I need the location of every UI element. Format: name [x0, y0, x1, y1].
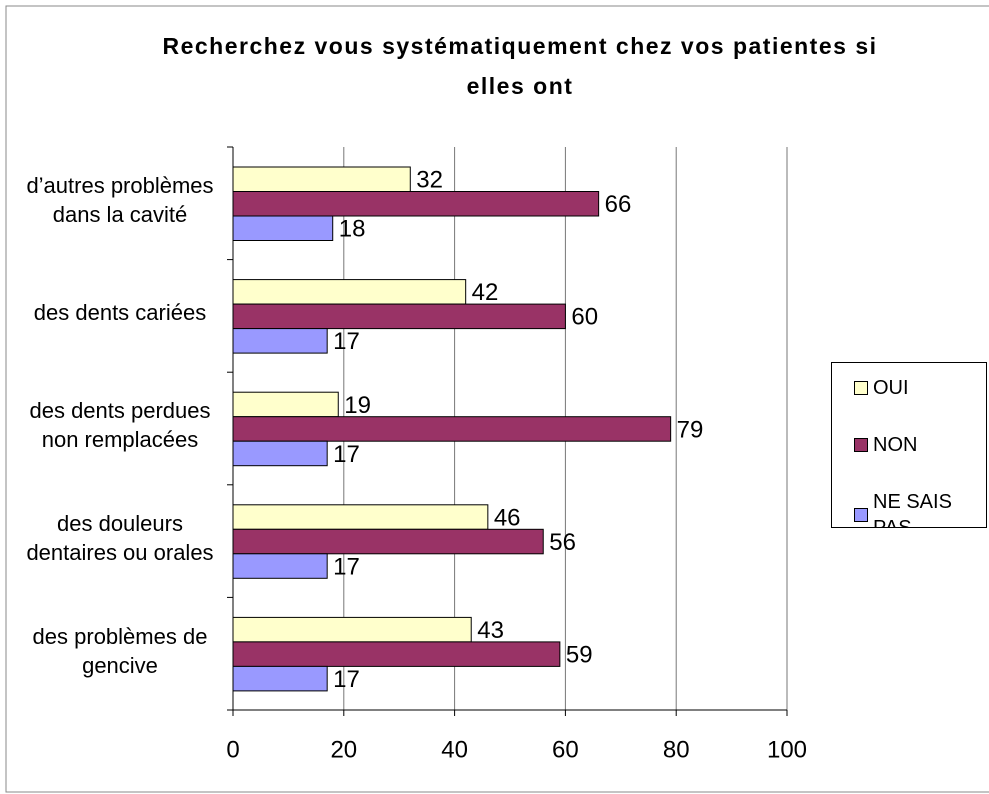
- bar: [232, 616, 472, 643]
- bar: [232, 553, 328, 579]
- value-label: 43: [477, 617, 504, 644]
- x-tick-label: 20: [330, 736, 357, 763]
- legend-label: OUI: [873, 377, 909, 399]
- x-tick-label: 80: [663, 736, 690, 763]
- category-box: des dents perdues non remplacées: [29, 398, 211, 453]
- legend-item: NE SAIS PAS: [854, 489, 973, 528]
- chart-title: Recherchez vous systématiquement chez vo…: [162, 33, 878, 99]
- category-box: des dents cariées: [33, 300, 207, 326]
- legend-label: NON: [873, 434, 918, 456]
- x-tick-label: 100: [767, 736, 807, 763]
- value-label: 79: [677, 416, 704, 443]
- bar: [232, 641, 561, 667]
- value-label: 46: [494, 504, 521, 531]
- value-label: 59: [566, 641, 593, 668]
- value-label: 32: [416, 167, 443, 194]
- x-tick-label: 0: [226, 736, 239, 763]
- bar: [232, 504, 489, 530]
- y-tick-label: des dents cariées: [33, 300, 207, 326]
- title-box: Recherchez vous systématiquement chez vo…: [162, 33, 878, 99]
- legend-swatch: [854, 438, 868, 452]
- legend-item: OUI: [854, 375, 973, 401]
- y-tick-label: des problèmes de gencive: [32, 623, 208, 678]
- legend: OUI NON NE SAIS PAS: [831, 362, 987, 528]
- bar: [232, 191, 600, 217]
- value-label: 66: [605, 191, 632, 218]
- bar: [232, 391, 339, 418]
- y-tick-label: des dents perdues non remplacées: [29, 398, 211, 453]
- frame: [5, 5, 989, 793]
- value-label: 18: [339, 216, 366, 243]
- value-label: 60: [571, 304, 598, 331]
- bar: [232, 328, 328, 354]
- legend-item: NON: [854, 432, 973, 458]
- bar: [232, 303, 566, 330]
- bar: [232, 416, 672, 442]
- category-box: d’autres problèmes dans la cavité: [26, 173, 214, 228]
- legend-swatch: [854, 508, 868, 522]
- value-label: 17: [333, 666, 360, 693]
- value-label: 42: [472, 279, 499, 306]
- bar: [232, 279, 467, 305]
- bar: [232, 440, 328, 467]
- value-label: 19: [344, 392, 371, 419]
- bar: [232, 665, 328, 692]
- legend-swatch: [854, 381, 868, 395]
- value-label: 17: [333, 328, 360, 355]
- legend-label: NE SAIS PAS: [873, 491, 952, 528]
- bar: [232, 215, 334, 241]
- value-label: 56: [549, 529, 576, 556]
- y-tick-label: d’autres problèmes dans la cavité: [26, 173, 214, 228]
- category-box: des problèmes de gencive: [32, 623, 208, 678]
- category-box: des douleurs dentaires ou orales: [26, 511, 214, 566]
- value-label: 17: [333, 553, 360, 580]
- y-tick-label: des douleurs dentaires ou orales: [26, 511, 214, 566]
- bar: [232, 166, 411, 192]
- x-tick-label: 40: [441, 736, 468, 763]
- bar: [232, 528, 544, 555]
- value-label: 17: [333, 441, 360, 468]
- x-tick-label: 60: [552, 736, 579, 763]
